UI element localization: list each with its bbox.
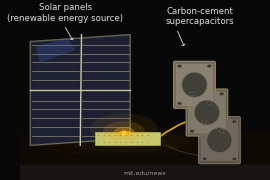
Circle shape [202,120,207,123]
Ellipse shape [207,128,232,153]
Circle shape [207,65,212,68]
Bar [95,132,160,145]
FancyBboxPatch shape [199,117,240,164]
Ellipse shape [90,113,158,144]
FancyBboxPatch shape [186,89,228,136]
Ellipse shape [119,130,129,135]
Text: Carbon-cement
supercapacitors: Carbon-cement supercapacitors [166,6,234,26]
Ellipse shape [122,132,126,135]
Ellipse shape [65,132,190,152]
Circle shape [207,102,212,105]
Ellipse shape [182,72,207,97]
Ellipse shape [103,121,144,140]
Circle shape [177,65,182,68]
Circle shape [177,102,182,105]
Ellipse shape [34,126,221,158]
Circle shape [190,92,194,95]
Circle shape [190,130,194,133]
Circle shape [232,120,237,123]
Ellipse shape [90,136,165,148]
Circle shape [220,92,224,95]
Circle shape [202,157,207,160]
FancyBboxPatch shape [201,120,238,161]
Bar [20,165,270,180]
Circle shape [232,157,237,160]
Polygon shape [35,38,75,62]
Circle shape [220,130,224,133]
Text: Solar panels
(renewable energy source): Solar panels (renewable energy source) [7,3,123,22]
Text: mit.edu/news: mit.edu/news [124,171,167,176]
Ellipse shape [113,127,134,137]
Ellipse shape [194,100,220,125]
Polygon shape [30,35,130,145]
FancyBboxPatch shape [174,61,215,108]
Bar [20,132,270,180]
FancyBboxPatch shape [189,92,225,133]
FancyBboxPatch shape [176,64,213,105]
